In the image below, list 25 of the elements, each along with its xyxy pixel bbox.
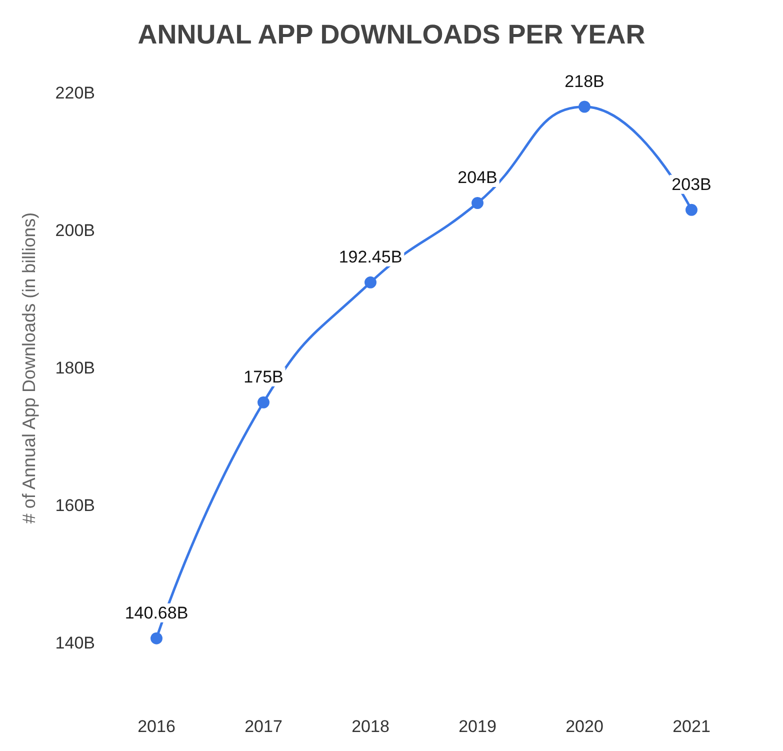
y-tick-label: 200B [55,221,95,240]
y-tick-label: 140B [55,634,95,652]
y-tick-label: 160B [55,496,95,515]
y-tick-label: 180B [55,358,95,378]
x-tick-label: 2016 [138,717,176,736]
data-label: 203B [672,174,712,194]
x-tick-label: 2020 [566,717,604,736]
data-label: 204B [458,168,498,187]
data-label: 175B [244,367,284,386]
chart-title: ANNUAL APP DOWNLOADS PER YEAR [138,20,646,50]
y-tick-label: 220B [55,84,95,102]
point [364,276,376,288]
point [686,204,698,216]
point [578,100,590,113]
data-label: 140.68B [124,603,188,622]
point [150,632,162,644]
data-label: 192.45B [338,247,402,266]
x-tick-label: 2021 [672,717,710,736]
point [258,396,270,408]
y-axis-title: # of Annual App Downloads (in billions) [19,212,39,524]
x-tick-label: 2017 [244,717,282,736]
x-tick-label: 2018 [352,717,390,736]
x-tick-label: 2019 [458,717,496,736]
point [472,197,484,209]
data-label: 218B [564,72,604,91]
